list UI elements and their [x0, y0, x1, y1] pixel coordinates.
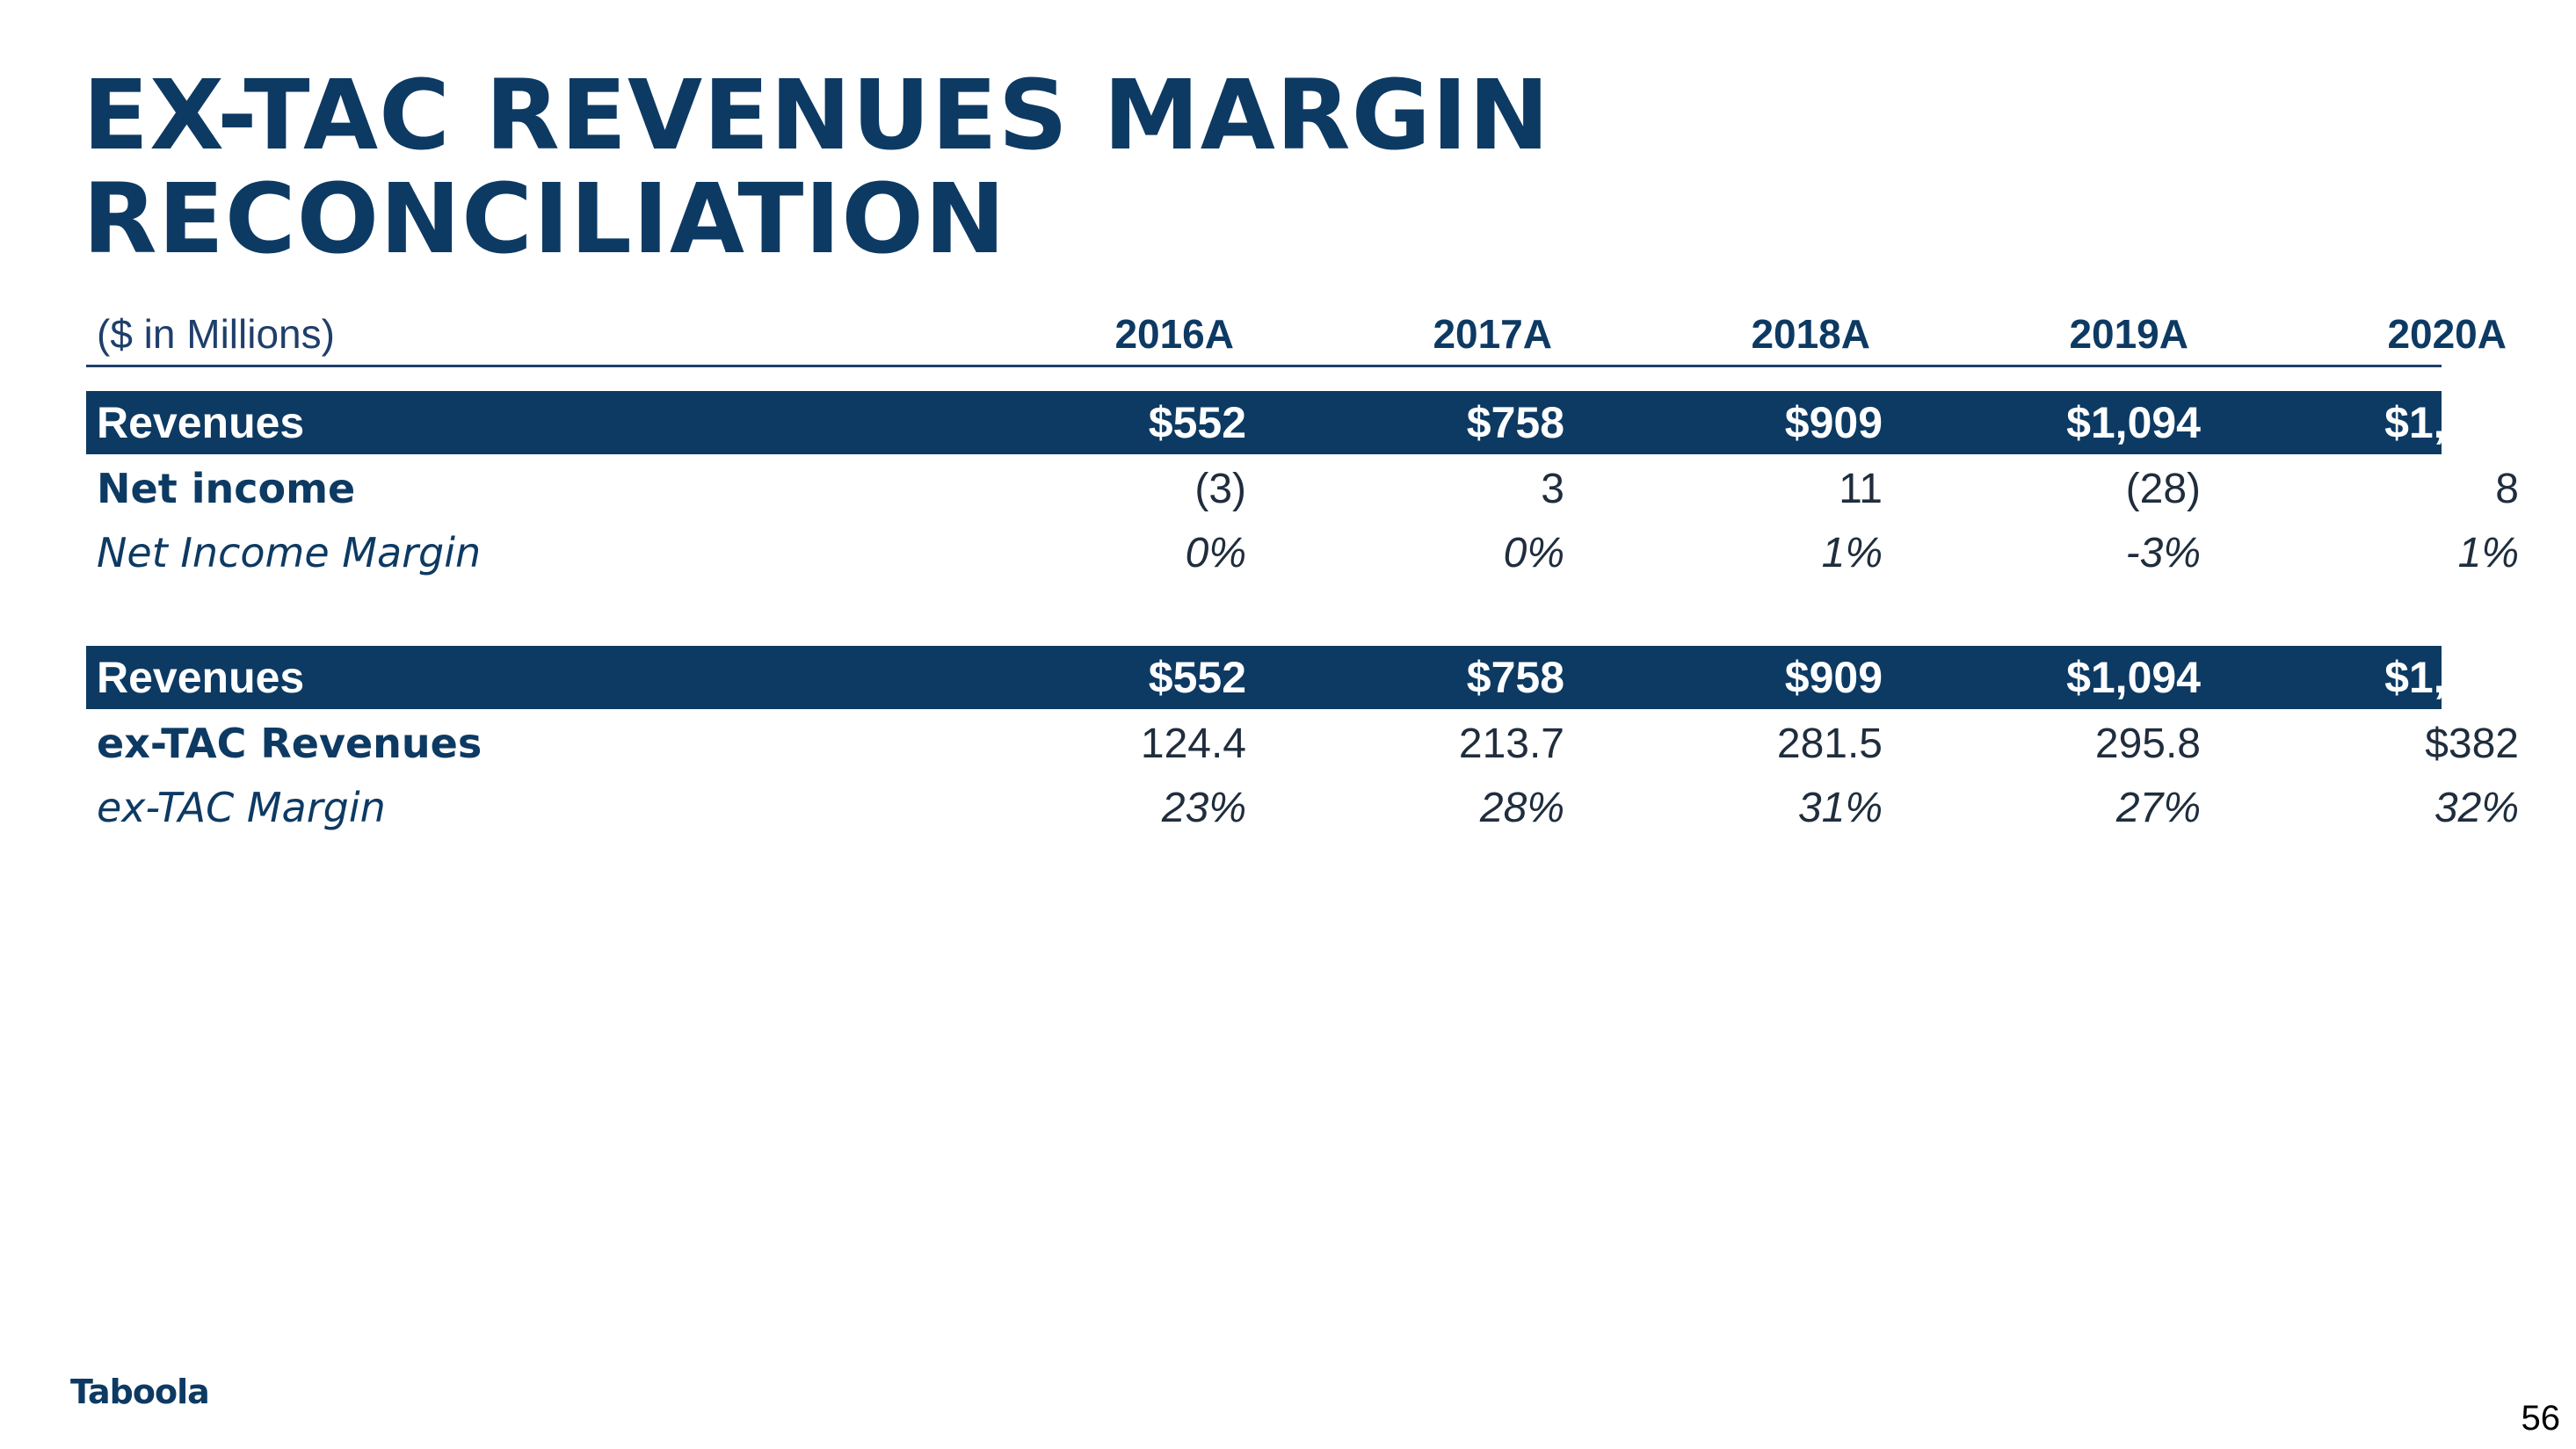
table-cell: $552: [1148, 398, 1246, 447]
revenues-row-2: Revenues $552 $758 $909 $1,094 $1,189: [86, 646, 2519, 709]
table-cell: 213.7: [1458, 720, 1564, 767]
year-header: 2017A: [1433, 311, 1552, 357]
table-cell: 0%: [1503, 529, 1564, 576]
revenues-row-1: Revenues $552 $758 $909 $1,094 $1,189: [86, 391, 2519, 454]
extac-revenues-row: ex-TAC Revenues 124.4 213.7 281.5 295.8 …: [86, 712, 2519, 775]
row-label: ex-TAC Margin: [97, 784, 386, 831]
table-cell: -3%: [2125, 529, 2201, 576]
year-header: 2019A: [2069, 311, 2188, 357]
year-header: 2018A: [1751, 311, 1870, 357]
extac-margin-row: ex-TAC Margin 23% 28% 31% 27% 32%: [86, 776, 2519, 839]
table-cell: $909: [1784, 653, 1883, 702]
row-label: Net Income Margin: [97, 529, 482, 576]
table-cell: 32%: [2434, 784, 2519, 831]
table-cell: $1,189: [2384, 653, 2519, 702]
table-cell: 31%: [1797, 784, 1883, 831]
table-cell: (28): [2125, 465, 2201, 512]
table-cell: $552: [1148, 653, 1246, 702]
table-cell: 23%: [1161, 784, 1246, 831]
table-cell: 8: [2495, 465, 2519, 512]
unit-label: ($ in Millions): [97, 311, 335, 357]
table-cell: 0%: [1185, 529, 1246, 576]
table-cell: 295.8: [2094, 720, 2201, 767]
table-cell: 1%: [1821, 529, 1883, 576]
title-line-1: EX-TAC REVENUES MARGIN: [83, 59, 1550, 171]
table-cell: 281.5: [1776, 720, 1883, 767]
table-cell: $382: [2425, 720, 2519, 767]
table-cell: $1,094: [2066, 653, 2201, 702]
page-number: 56: [2521, 1399, 2561, 1438]
row-label: Revenues: [97, 398, 305, 447]
row-label: Net income: [97, 465, 356, 512]
net-income-margin-row: Net Income Margin 0% 0% 1% -3% 1%: [86, 521, 2519, 584]
table-cell: 28%: [1479, 784, 1564, 831]
row-label: ex-TAC Revenues: [97, 720, 483, 767]
row-label: Revenues: [97, 653, 305, 702]
title-line-2: RECONCILIATION: [83, 163, 1006, 275]
table-cell: $1,094: [2066, 398, 2201, 447]
table-cell: 1%: [2457, 529, 2519, 576]
year-header: 2020A: [2387, 311, 2507, 357]
page-title: EX-TAC REVENUES MARGIN RECONCILIATION: [83, 63, 1840, 271]
table-cell: 3: [1541, 465, 1564, 512]
taboola-logo: Taboola: [70, 1373, 210, 1411]
table-cell: 11: [1839, 465, 1883, 512]
table-cell: $1,189: [2384, 398, 2519, 447]
table-cell: 124.4: [1140, 720, 1246, 767]
table-cell: $758: [1466, 653, 1564, 702]
net-income-row: Net income (3) 3 11 (28) 8: [86, 457, 2519, 520]
year-header: 2016A: [1114, 311, 1234, 357]
table-cell: $758: [1466, 398, 1564, 447]
table-cell: 27%: [2115, 784, 2201, 831]
table-cell: $909: [1784, 398, 1883, 447]
table-cell: (3): [1194, 465, 1246, 512]
table-header-row: ($ in Millions) 2016A 2017A 2018A 2019A …: [86, 303, 2507, 367]
